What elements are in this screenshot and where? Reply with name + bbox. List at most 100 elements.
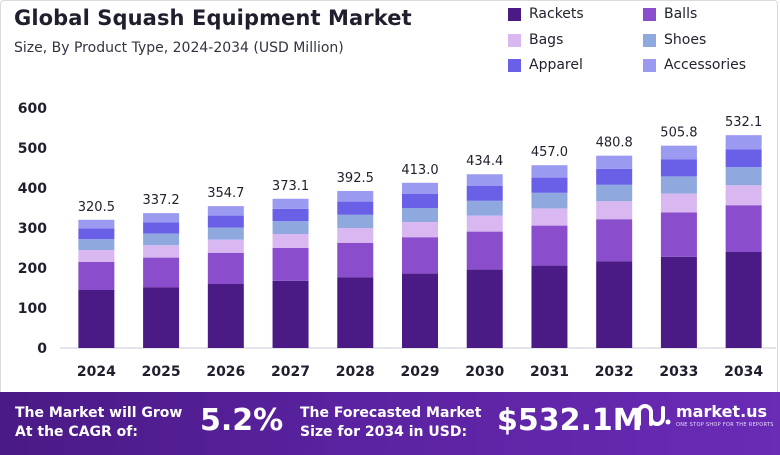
bar-segment-rackets-2027	[272, 280, 309, 348]
legend-swatch-bags	[508, 33, 521, 47]
bar-segment-bags-2026	[207, 239, 244, 253]
bar-segment-shoes-2026	[207, 227, 244, 240]
total-label-2026: 354.7	[207, 186, 244, 201]
total-label-2033: 505.8	[660, 126, 697, 141]
x-tick-label-2025: 2025	[142, 364, 181, 380]
bar-segment-rackets-2028	[337, 277, 374, 348]
bar-segment-accessories-2028	[337, 191, 374, 202]
legend-label-shoes: Shoes	[664, 32, 707, 48]
legend-swatch-balls	[643, 7, 656, 21]
y-tick-label-0: 0	[37, 341, 47, 357]
bar-segment-bags-2028	[337, 228, 374, 243]
bar-segment-bags-2024	[78, 250, 115, 262]
bar-segment-balls-2034	[725, 205, 762, 252]
bar-segment-rackets-2025	[143, 287, 180, 348]
legend-item-balls: Balls	[643, 6, 697, 22]
legend-label-balls: Balls	[664, 6, 698, 22]
bar-segment-shoes-2029	[402, 208, 438, 222]
x-tick-label-2032: 2032	[595, 364, 634, 380]
legend-item-bags: Bags	[508, 32, 563, 48]
brand-tagline: ONE STOP SHOP FOR THE REPORTS	[676, 422, 774, 428]
bar-segment-rackets-2029	[402, 273, 438, 348]
bar-segment-balls-2026	[207, 252, 244, 284]
bar-segment-balls-2028	[337, 242, 374, 278]
bar-segment-accessories-2024	[78, 219, 115, 229]
y-tick-label-500: 500	[18, 141, 47, 157]
y-tick-label-400: 400	[18, 181, 47, 197]
bar-segment-shoes-2031	[531, 192, 568, 209]
bar-segment-accessories-2026	[207, 206, 244, 216]
bar-segment-apparel-2025	[143, 222, 180, 234]
total-label-2027: 373.1	[272, 179, 309, 194]
market-us-logo-icon	[637, 404, 671, 426]
bar-segment-apparel-2026	[207, 215, 244, 228]
bar-segment-balls-2030	[466, 231, 503, 270]
legend-swatch-apparel	[508, 58, 521, 72]
bar-segment-accessories-2034	[725, 135, 762, 150]
bar-segment-accessories-2033	[660, 145, 697, 160]
brand-name: market.us	[676, 402, 768, 421]
total-label-2025: 337.2	[142, 193, 179, 208]
legend-item-accessories: Accessories	[643, 57, 746, 73]
chart-title: Global Squash Equipment Market	[14, 6, 412, 30]
bar-segment-shoes-2030	[466, 200, 503, 216]
bar-segment-balls-2029	[402, 237, 438, 274]
legend-label-bags: Bags	[529, 32, 564, 48]
bar-segment-shoes-2028	[337, 214, 374, 228]
bar-segment-bags-2032	[596, 201, 633, 220]
y-tick-label-600: 600	[18, 101, 47, 117]
bar-segment-apparel-2034	[725, 149, 762, 168]
bar-segment-bags-2033	[660, 193, 697, 213]
stacked-bar-chart: 0 100 200 300 400 500 600 320.5 2024 337.2 2025 354…	[18, 101, 776, 380]
bar-segment-rackets-2024	[78, 290, 115, 348]
bar-segment-balls-2032	[596, 219, 633, 262]
y-tick-label-300: 300	[18, 221, 47, 237]
legend-label-accessories: Accessories	[664, 57, 747, 73]
legend-item-shoes: Shoes	[643, 32, 706, 48]
bar-segment-apparel-2030	[466, 186, 503, 201]
chart-subtitle: Size, By Product Type, 2024-2034 (USD Mi…	[14, 40, 344, 56]
bar-segment-shoes-2033	[660, 176, 697, 194]
bar-segment-accessories-2032	[596, 155, 633, 169]
bar-segment-bags-2034	[725, 185, 762, 206]
x-tick-label-2033: 2033	[659, 364, 698, 380]
forecast-label-line1: The Forecasted Market	[300, 405, 482, 421]
legend-item-rackets: Rackets	[508, 6, 584, 22]
total-label-2030: 434.4	[466, 154, 503, 169]
bar-segment-accessories-2030	[466, 174, 503, 186]
y-tick-label-200: 200	[18, 261, 47, 277]
bar-segment-bags-2025	[143, 245, 180, 258]
bar-segment-bags-2031	[531, 208, 568, 226]
bar-segment-shoes-2027	[272, 221, 309, 234]
total-label-2028: 392.5	[337, 171, 374, 186]
x-tick-label-2024: 2024	[77, 364, 116, 380]
bar-segment-bags-2027	[272, 234, 309, 248]
bar-segment-balls-2025	[143, 257, 180, 288]
bar-segment-rackets-2031	[531, 265, 568, 348]
bar-segment-rackets-2030	[466, 269, 503, 348]
x-tick-label-2026: 2026	[206, 364, 245, 380]
x-tick-label-2028: 2028	[336, 364, 375, 380]
legend-label-rackets: Rackets	[529, 6, 584, 22]
x-tick-label-2031: 2031	[530, 364, 569, 380]
bar-segment-apparel-2033	[660, 159, 697, 177]
legend-swatch-accessories	[643, 58, 656, 72]
cagr-label-line2: At the CAGR of:	[15, 424, 138, 440]
bar-segment-shoes-2025	[143, 233, 180, 246]
cagr-value: 5.2%	[200, 403, 284, 438]
forecast-label-line2: Size for 2034 in USD:	[300, 424, 468, 440]
cagr-label: The Market will Grow At the CAGR of:	[15, 404, 182, 442]
x-tick-label-2030: 2030	[465, 364, 504, 380]
bar-segment-accessories-2027	[272, 198, 309, 209]
bar-segment-shoes-2032	[596, 184, 633, 202]
legend-swatch-rackets	[508, 7, 521, 21]
bar-segment-shoes-2024	[78, 239, 115, 250]
bar-segment-balls-2024	[78, 262, 115, 290]
total-label-2024: 320.5	[78, 200, 115, 215]
bar-segment-bags-2030	[466, 215, 503, 232]
legend-swatch-shoes	[643, 33, 656, 47]
x-tick-label-2034: 2034	[724, 364, 763, 380]
x-tick-label-2027: 2027	[271, 364, 310, 380]
bar-segment-apparel-2027	[272, 208, 309, 222]
bar-segment-balls-2031	[531, 225, 568, 266]
